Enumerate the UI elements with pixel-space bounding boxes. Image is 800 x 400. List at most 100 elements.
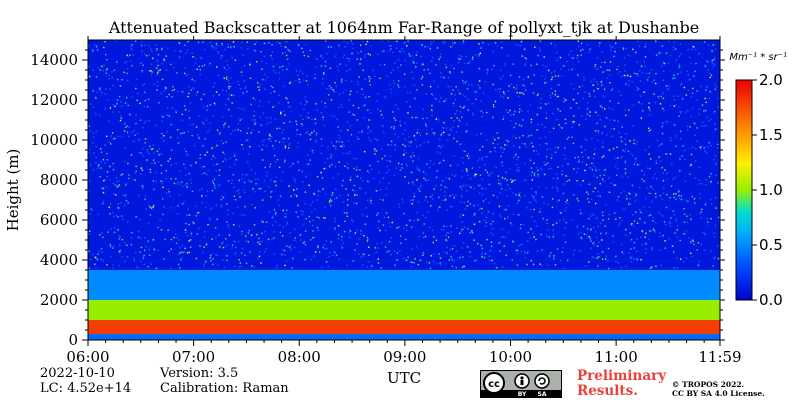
speckle bbox=[481, 187, 483, 190]
speckle bbox=[401, 163, 403, 166]
speckle bbox=[461, 94, 464, 96]
speckle bbox=[654, 192, 657, 195]
speckle bbox=[396, 40, 398, 43]
speckle bbox=[140, 167, 143, 169]
speckle bbox=[410, 141, 412, 143]
speckle bbox=[249, 145, 251, 148]
speckle bbox=[152, 148, 154, 150]
speckle bbox=[700, 148, 702, 150]
speckle bbox=[495, 267, 498, 269]
speckle bbox=[189, 124, 192, 126]
speckle bbox=[520, 110, 523, 112]
speckle bbox=[573, 249, 576, 251]
speckle bbox=[582, 48, 584, 51]
speckle bbox=[471, 112, 474, 115]
speckle bbox=[422, 171, 425, 173]
speckle bbox=[155, 267, 158, 270]
x-tick-label-1: 07:00 bbox=[172, 348, 215, 366]
speckle bbox=[117, 264, 120, 267]
speckle bbox=[341, 247, 343, 249]
speckle bbox=[557, 165, 560, 168]
speckle bbox=[552, 177, 555, 180]
speckle bbox=[636, 258, 639, 261]
speckle bbox=[337, 173, 339, 175]
speckle bbox=[348, 60, 350, 63]
speckle bbox=[159, 219, 161, 221]
speckle bbox=[504, 218, 506, 220]
speckle bbox=[144, 142, 146, 144]
speckle bbox=[648, 230, 651, 232]
speckle bbox=[680, 110, 683, 113]
speckle bbox=[419, 144, 422, 146]
speckle bbox=[714, 128, 717, 130]
speckle bbox=[585, 118, 587, 120]
speckle bbox=[559, 110, 561, 112]
speckle bbox=[178, 55, 180, 58]
speckle bbox=[194, 161, 197, 163]
speckle bbox=[225, 69, 228, 71]
speckle bbox=[345, 152, 347, 154]
speckle bbox=[261, 60, 263, 63]
speckle bbox=[439, 206, 441, 208]
speckle bbox=[616, 146, 618, 148]
speckle bbox=[88, 46, 91, 48]
speckle bbox=[393, 82, 396, 85]
speckle bbox=[161, 48, 163, 51]
speckle bbox=[697, 264, 700, 267]
speckle bbox=[92, 51, 94, 53]
speckle bbox=[402, 201, 404, 203]
speckle bbox=[96, 258, 99, 261]
speckle bbox=[133, 259, 136, 262]
speckle bbox=[241, 214, 243, 216]
speckle bbox=[314, 118, 316, 120]
speckle bbox=[227, 209, 229, 211]
speckle bbox=[695, 148, 697, 150]
speckle bbox=[587, 157, 589, 160]
speckle bbox=[197, 136, 200, 138]
speckle bbox=[653, 80, 655, 82]
speckle bbox=[444, 199, 446, 201]
speckle bbox=[347, 58, 349, 60]
speckle bbox=[228, 94, 231, 96]
speckle bbox=[188, 214, 191, 216]
speckle bbox=[586, 139, 588, 141]
speckle bbox=[148, 54, 150, 56]
speckle bbox=[576, 197, 578, 200]
speckle bbox=[142, 64, 144, 66]
speckle bbox=[253, 115, 255, 117]
speckle bbox=[625, 265, 627, 268]
speckle bbox=[329, 200, 331, 202]
speckle bbox=[182, 251, 184, 254]
speckle bbox=[571, 57, 573, 59]
speckle bbox=[127, 221, 129, 223]
speckle bbox=[679, 111, 681, 113]
speckle bbox=[564, 241, 567, 243]
speckle bbox=[564, 210, 566, 212]
speckle bbox=[377, 108, 379, 111]
speckle bbox=[214, 227, 217, 229]
speckle bbox=[341, 78, 343, 80]
speckle bbox=[231, 179, 233, 182]
speckle bbox=[496, 196, 498, 198]
speckle bbox=[186, 252, 189, 254]
speckle bbox=[636, 222, 639, 224]
speckle bbox=[116, 215, 118, 217]
speckle bbox=[227, 46, 229, 48]
speckle bbox=[392, 80, 395, 82]
speckle bbox=[679, 170, 681, 172]
speckle bbox=[714, 57, 716, 59]
speckle bbox=[705, 125, 707, 127]
speckle bbox=[347, 167, 349, 169]
speckle bbox=[564, 98, 566, 100]
speckle bbox=[712, 44, 714, 46]
speckle bbox=[707, 224, 709, 227]
speckle bbox=[183, 163, 185, 165]
speckle bbox=[184, 167, 187, 169]
speckle bbox=[289, 249, 292, 251]
speckle bbox=[588, 51, 591, 53]
speckle bbox=[529, 202, 532, 204]
speckle bbox=[152, 206, 154, 208]
speckle bbox=[225, 141, 227, 143]
speckle bbox=[446, 247, 448, 249]
speckle bbox=[643, 61, 645, 63]
